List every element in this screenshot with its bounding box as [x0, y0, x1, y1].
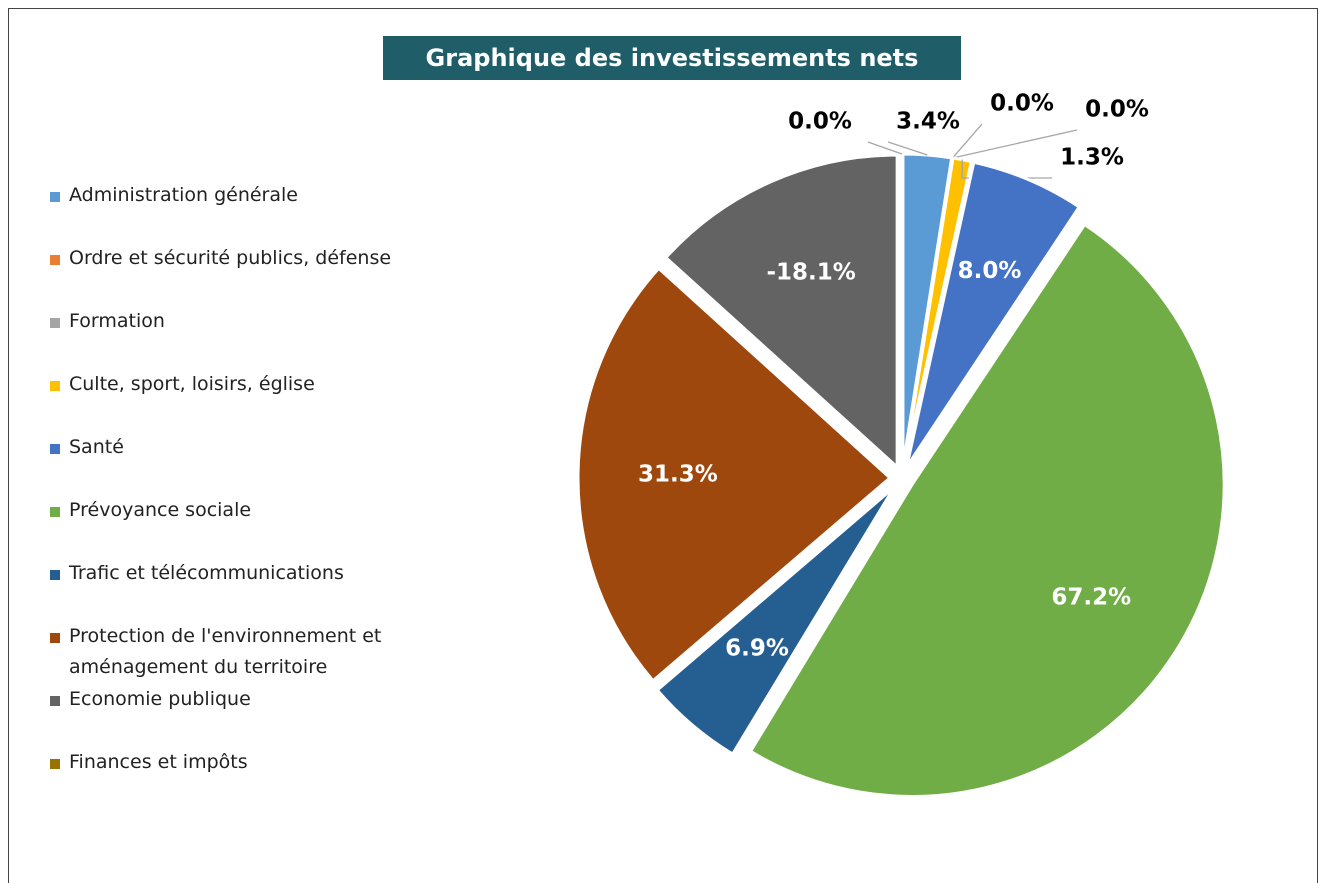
legend-swatch [50, 696, 60, 706]
data-label: 6.9% [725, 635, 789, 661]
legend-label: Economie publique [69, 688, 251, 710]
data-label: 31.3% [638, 461, 718, 487]
leader-line [952, 123, 983, 159]
data-label: 0.0% [990, 91, 1054, 117]
legend-label: Protection de l'environnement et aménage… [69, 625, 382, 678]
legend-entry: Prévoyance sociale [50, 495, 450, 558]
data-label: 0.0% [1085, 97, 1149, 123]
data-label: 67.2% [1051, 585, 1131, 611]
legend-swatch [50, 633, 60, 643]
legend-entry: Trafic et télécommunications [50, 558, 450, 621]
legend-entry: Administration générale [50, 180, 450, 243]
legend-entry: Ordre et sécurité publics, défense [50, 243, 450, 306]
data-label: -18.1% [766, 260, 855, 286]
legend-swatch [50, 381, 60, 391]
legend: Administration générale Ordre et sécurité… [50, 180, 450, 810]
leader-line [952, 129, 1078, 159]
legend-entry: Santé [50, 432, 450, 495]
legend-swatch [50, 318, 60, 328]
legend-label: Santé [69, 436, 124, 458]
data-label: 0.0% [788, 109, 852, 135]
data-label: 8.0% [958, 258, 1022, 284]
pie-slice [655, 486, 896, 757]
pie-slice [905, 160, 1082, 468]
legend-swatch [50, 444, 60, 454]
legend-entry: Protection de l'environnement et aménage… [50, 621, 450, 684]
legend-label: Finances et impôts [69, 751, 248, 773]
pie-slice [663, 153, 899, 471]
legend-swatch [50, 507, 60, 517]
legend-entry: Culte, sport, loisirs, église [50, 369, 450, 432]
data-label: 3.4% [896, 109, 960, 135]
leader-line [887, 141, 928, 156]
legend-entry: Economie publique [50, 684, 450, 747]
leader-line [867, 141, 903, 155]
pie-slice [748, 222, 1226, 798]
legend-label: Ordre et sécurité publics, défense [69, 247, 392, 269]
legend-label: Culte, sport, loisirs, église [69, 373, 315, 395]
legend-label: Prévoyance sociale [69, 499, 252, 521]
legend-entry: Formation [50, 306, 450, 369]
legend-label: Administration générale [69, 184, 298, 206]
legend-swatch [50, 759, 60, 769]
legend-label: Formation [69, 310, 165, 332]
legend-entry: Finances et impôts [50, 747, 450, 810]
data-label: 1.3% [1060, 145, 1124, 171]
legend-swatch [50, 192, 60, 202]
chart-title: Graphique des investissements nets [383, 36, 961, 80]
legend-label: Trafic et télécommunications [69, 562, 344, 584]
pie-slice [576, 266, 893, 683]
legend-swatch [50, 570, 60, 580]
chart-border [8, 8, 1318, 883]
legend-swatch [50, 255, 60, 265]
